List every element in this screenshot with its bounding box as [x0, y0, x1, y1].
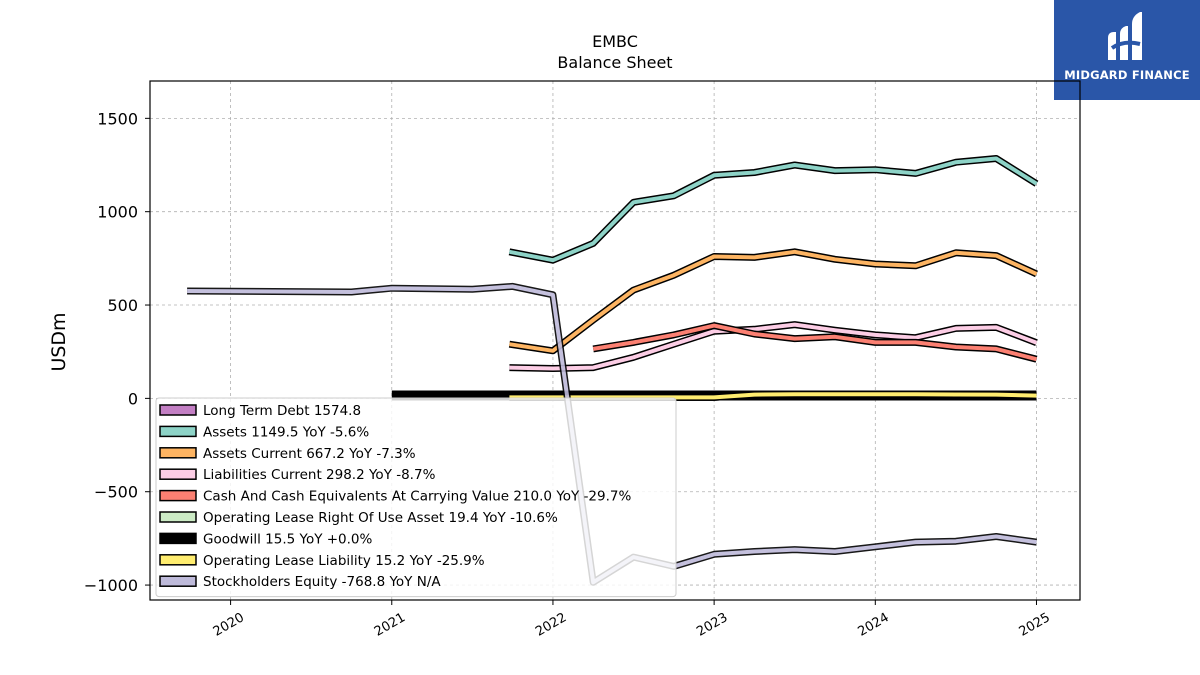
brand-logo-mark-icon — [1108, 12, 1142, 60]
legend-label: Assets Current 667.2 YoY -7.3% — [203, 446, 416, 462]
legend-swatch — [159, 532, 197, 545]
legend-label: Long Term Debt 1574.8 — [203, 403, 361, 419]
series-line-core — [509, 392, 1037, 400]
legend-swatch — [159, 511, 197, 523]
legend-label: Liabilities Current 298.2 YoY -8.7% — [203, 467, 436, 483]
series-line-core — [509, 322, 1038, 371]
series-line-core — [509, 156, 1038, 263]
legend-swatch — [159, 575, 197, 587]
y-tick-label: −1000 — [84, 576, 138, 595]
legend-box — [155, 397, 677, 598]
legend-label: Cash And Cash Equivalents At Carrying Va… — [203, 489, 631, 505]
series-line-core — [187, 284, 1037, 585]
series-line-4 — [509, 321, 1038, 372]
legend-swatch — [159, 425, 197, 438]
legend-swatch — [159, 447, 197, 459]
legend-label: Operating Lease Right Of Use Asset 19.4 … — [203, 510, 558, 526]
series-line-3 — [508, 248, 1038, 355]
brand-logo: MIDGARD FINANCE — [1054, 0, 1200, 100]
chart-title: EMBC — [592, 32, 638, 51]
legend-swatch — [159, 489, 197, 502]
x-tick-label: 2025 — [1017, 610, 1053, 640]
series-line-8 — [509, 390, 1037, 401]
legend-label: Stockholders Equity -768.8 YoY N/A — [203, 574, 441, 590]
brand-name: MIDGARD FINANCE — [1064, 68, 1190, 82]
series-line-5 — [592, 322, 1038, 363]
y-tick-label: 1000 — [97, 203, 138, 222]
legend-label: Operating Lease Liability 15.2 YoY -25.9… — [203, 553, 485, 569]
legend-label: Goodwill 15.5 YoY +0.0% — [203, 531, 373, 547]
series-line-2 — [508, 155, 1039, 264]
y-axis-label: USDm — [48, 312, 70, 371]
series-line-9 — [187, 282, 1037, 586]
legend-swatch — [159, 554, 197, 566]
series-lines — [187, 155, 1039, 586]
x-tick-label: 2023 — [694, 610, 730, 640]
x-tick-label: 2024 — [855, 610, 891, 640]
legend-label: Assets 1149.5 YoY -5.6% — [203, 424, 369, 440]
y-tick-label: 500 — [107, 296, 138, 315]
legend-swatch — [159, 404, 197, 416]
legend-swatch — [159, 468, 197, 480]
x-tick-label: 2022 — [533, 610, 569, 640]
y-tick-label: −500 — [94, 483, 138, 502]
x-tick-label: 2020 — [211, 610, 247, 640]
series-line-core — [509, 249, 1038, 353]
y-tick-label: 0 — [128, 389, 138, 408]
y-tick-label: 1500 — [97, 109, 138, 128]
legend: Long Term Debt 1574.8 Assets 1149.5 YoY -… — [155, 397, 677, 598]
chart-subtitle: Balance Sheet — [557, 53, 672, 72]
series-line-core — [592, 323, 1037, 362]
plot-frame — [149, 80, 1081, 601]
x-tick-label: 2021 — [372, 610, 408, 640]
